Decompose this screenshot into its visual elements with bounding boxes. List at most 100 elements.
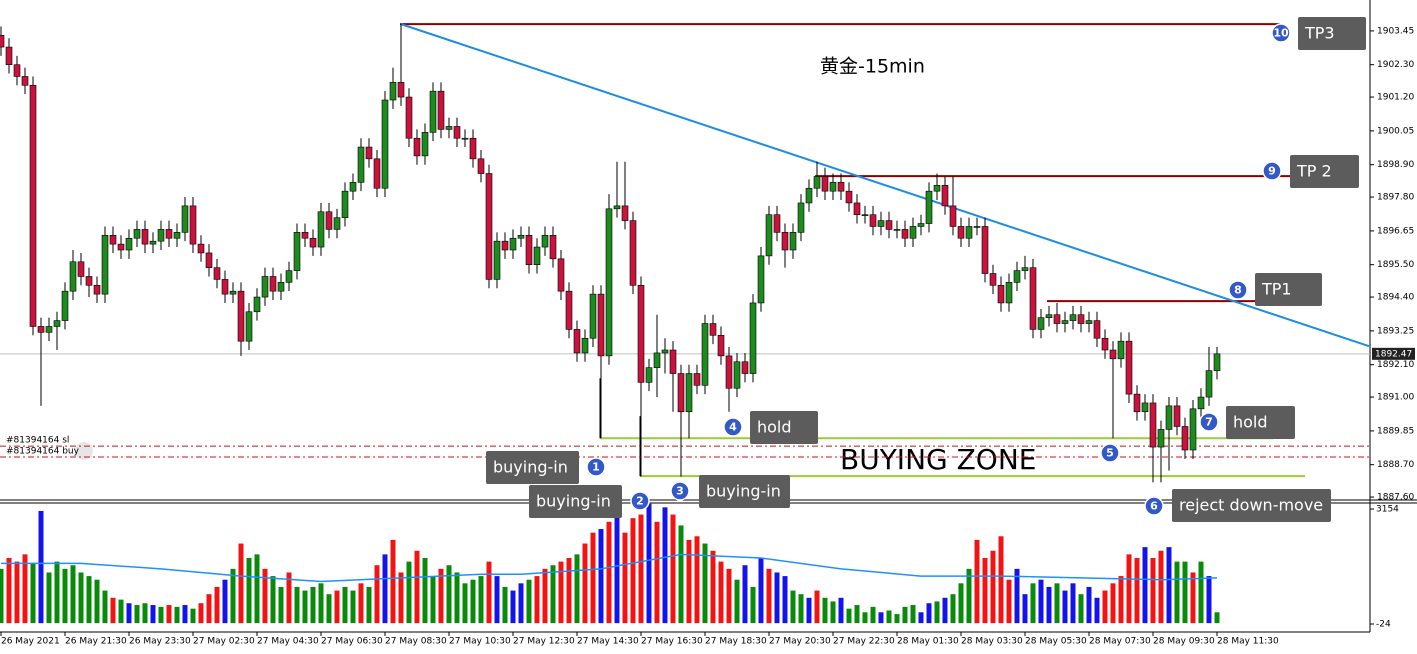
candle-body <box>501 240 509 251</box>
volume-bar <box>142 603 148 624</box>
volume-bar <box>790 590 796 624</box>
volume-ma-line <box>1 553 1218 583</box>
candle-body <box>213 267 221 280</box>
candle-body <box>437 90 445 130</box>
y-tick-label: 1898.90 <box>1377 160 1414 170</box>
candle-body <box>85 276 93 286</box>
volume-tick-label: -24 <box>1376 620 1391 630</box>
candle-body <box>357 146 365 183</box>
candle-body <box>29 84 37 327</box>
volume-bar <box>214 586 220 624</box>
volume-bar <box>502 586 508 624</box>
candle-body <box>381 99 389 189</box>
annotation-label: buying-in <box>493 458 568 477</box>
volume-bar <box>966 568 972 624</box>
volume-bar <box>902 606 908 624</box>
annotation-box <box>1226 406 1295 439</box>
annotation-number: 4 <box>729 421 737 434</box>
candle-body <box>549 234 557 260</box>
volume-bar <box>1038 579 1044 624</box>
volume-bar <box>814 590 820 624</box>
x-tick-label: 28 May 09:30 <box>1153 637 1215 647</box>
candle-body <box>453 126 461 139</box>
candle-body <box>917 223 925 227</box>
candle-body <box>317 211 325 248</box>
candle-body <box>605 208 613 357</box>
annotation-label: TP1 <box>1261 280 1292 299</box>
volume-bar <box>1062 590 1068 624</box>
candle-body <box>933 184 941 192</box>
candle-body <box>533 246 541 266</box>
candle-body <box>525 234 533 266</box>
y-tick-label: 1891.00 <box>1377 393 1414 403</box>
annotation-label: hold <box>757 418 792 437</box>
candle-body <box>61 290 69 321</box>
x-tick-label: 27 May 16:30 <box>641 637 703 647</box>
y-tick-label: 1894.40 <box>1377 293 1414 303</box>
candle-body <box>1037 317 1045 330</box>
volume-bar <box>86 576 92 624</box>
annotation-number: 2 <box>636 495 644 508</box>
candle-body <box>1077 314 1085 324</box>
volume-bar <box>190 608 196 624</box>
volume-bar <box>446 565 452 624</box>
annotation-marker <box>670 481 690 501</box>
volume-bar <box>350 590 356 624</box>
candle-body <box>237 290 245 342</box>
x-tick-label: 28 May 03:30 <box>961 637 1023 647</box>
candle-body <box>701 323 709 386</box>
candle-body <box>973 226 981 228</box>
annotation-marker <box>586 457 606 477</box>
volume-bar <box>766 568 772 624</box>
volume-bar <box>974 539 980 624</box>
candle-body <box>189 205 197 245</box>
x-tick-label: 27 May 08:30 <box>385 637 447 647</box>
candle-body <box>581 337 589 354</box>
volume-bar <box>6 557 12 624</box>
candle-body <box>325 211 333 230</box>
volume-bar <box>454 572 460 624</box>
volume-bar <box>1030 583 1036 624</box>
candle-body <box>1181 426 1189 451</box>
candle-body <box>445 126 453 130</box>
annotation-label: TP 2 <box>1296 162 1332 181</box>
volume-bar <box>318 583 324 624</box>
volume-bar <box>718 561 724 624</box>
candle-body <box>1069 314 1077 321</box>
volume-tick-label: 3154 <box>1376 505 1399 515</box>
candle-body <box>77 261 85 277</box>
candle-body <box>5 46 13 66</box>
volume-bar <box>1086 586 1092 624</box>
candle-body <box>565 290 573 330</box>
volume-bar <box>134 605 140 624</box>
volume-bar <box>342 586 348 624</box>
volume-bar <box>990 550 996 624</box>
candle-body <box>965 226 973 239</box>
volume-bar <box>670 514 676 624</box>
candle-body <box>421 132 429 157</box>
annotation-marker <box>1262 161 1282 181</box>
x-tick-label: 26 May 2021 <box>1 637 60 647</box>
candle-body <box>541 234 549 248</box>
candle-body <box>1021 267 1029 271</box>
volume-bar <box>678 525 684 624</box>
x-tick-label: 27 May 10:30 <box>449 637 511 647</box>
candle-body <box>893 229 901 231</box>
candle-body <box>637 284 645 383</box>
volume-bar <box>782 576 788 624</box>
candle-body <box>109 234 117 245</box>
volume-bar <box>406 561 412 624</box>
annotation-marker <box>1100 443 1120 463</box>
candle-body <box>181 205 189 233</box>
volume-bar <box>926 603 932 624</box>
trendline <box>400 23 1370 348</box>
volume-bar <box>598 529 604 624</box>
volume-bar <box>198 603 204 624</box>
candle-body <box>1005 282 1013 304</box>
candle-body <box>45 326 53 333</box>
candle-body <box>629 220 637 286</box>
candle-body <box>717 334 725 357</box>
x-tick-label: 26 May 21:30 <box>65 637 127 647</box>
candle-body <box>1133 393 1141 413</box>
